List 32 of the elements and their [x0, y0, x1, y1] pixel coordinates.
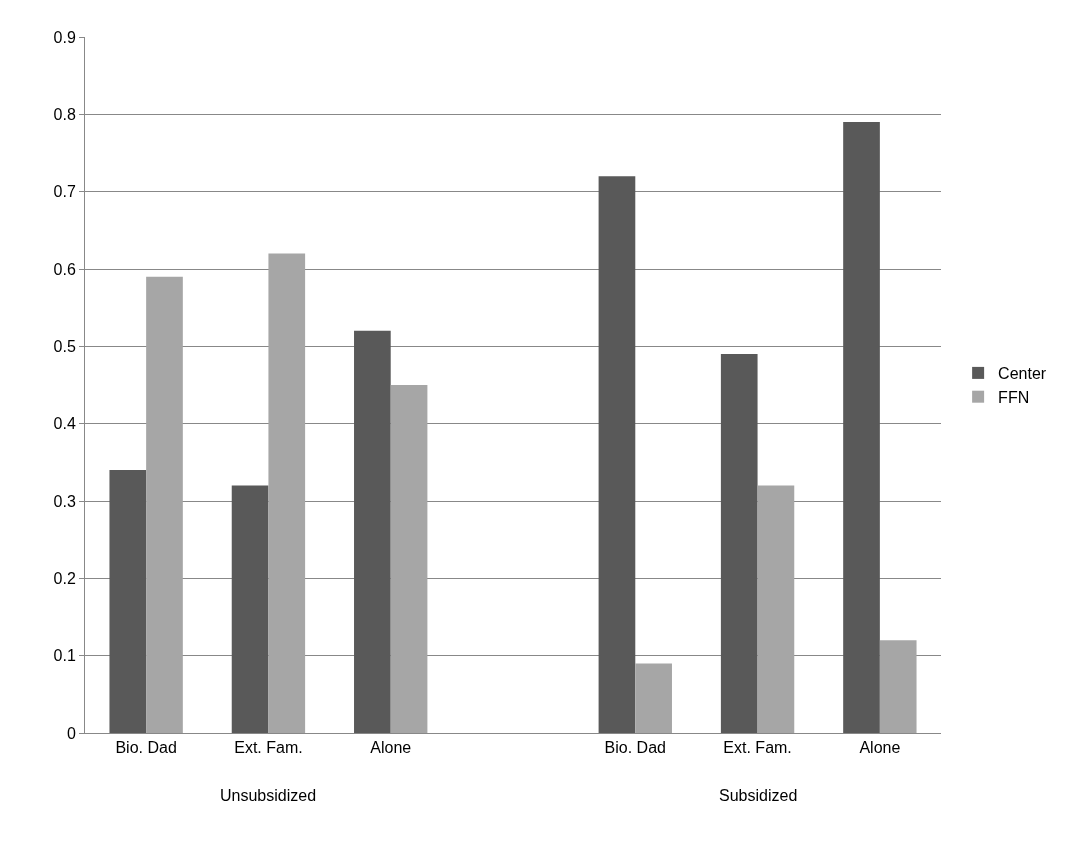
y-tick-label: 0.2 — [53, 569, 76, 587]
x-tick-label: Bio. Dad — [604, 739, 666, 757]
y-tick-label: 0.5 — [53, 337, 76, 355]
bar — [879, 640, 917, 733]
y-tick-label: 0.6 — [53, 260, 76, 278]
bar — [635, 663, 672, 733]
bar — [757, 485, 795, 733]
y-tick-label: 0.3 — [53, 492, 76, 510]
bar — [109, 470, 147, 733]
x-tick-label: Bio. Dad — [115, 739, 177, 757]
legend-label: FFN — [998, 388, 1030, 406]
bar — [598, 176, 636, 733]
y-tick-label: 0.9 — [53, 28, 76, 46]
y-tick-label: 0.1 — [53, 647, 76, 665]
text: Subsidized — [719, 787, 798, 804]
text: Unsubsidized — [220, 787, 317, 804]
bar — [720, 354, 758, 733]
bar — [146, 276, 183, 733]
y-tick-label: 0.7 — [53, 183, 76, 201]
bar — [268, 253, 306, 733]
y-tick-label: 0.8 — [53, 105, 76, 123]
x-tick-label: Alone — [370, 739, 412, 757]
bar — [843, 122, 880, 733]
bar — [354, 330, 391, 733]
x-tick-label: Alone — [859, 739, 901, 757]
y-tick-label: 0.4 — [53, 415, 76, 433]
bar — [231, 485, 269, 733]
y-tick-label: 0 — [66, 724, 76, 742]
x-tick-label: Ext. Fam. — [234, 739, 303, 757]
legend-label: Center — [998, 365, 1047, 383]
x-tick-label: Ext. Fam. — [723, 739, 792, 757]
bar — [390, 385, 428, 733]
